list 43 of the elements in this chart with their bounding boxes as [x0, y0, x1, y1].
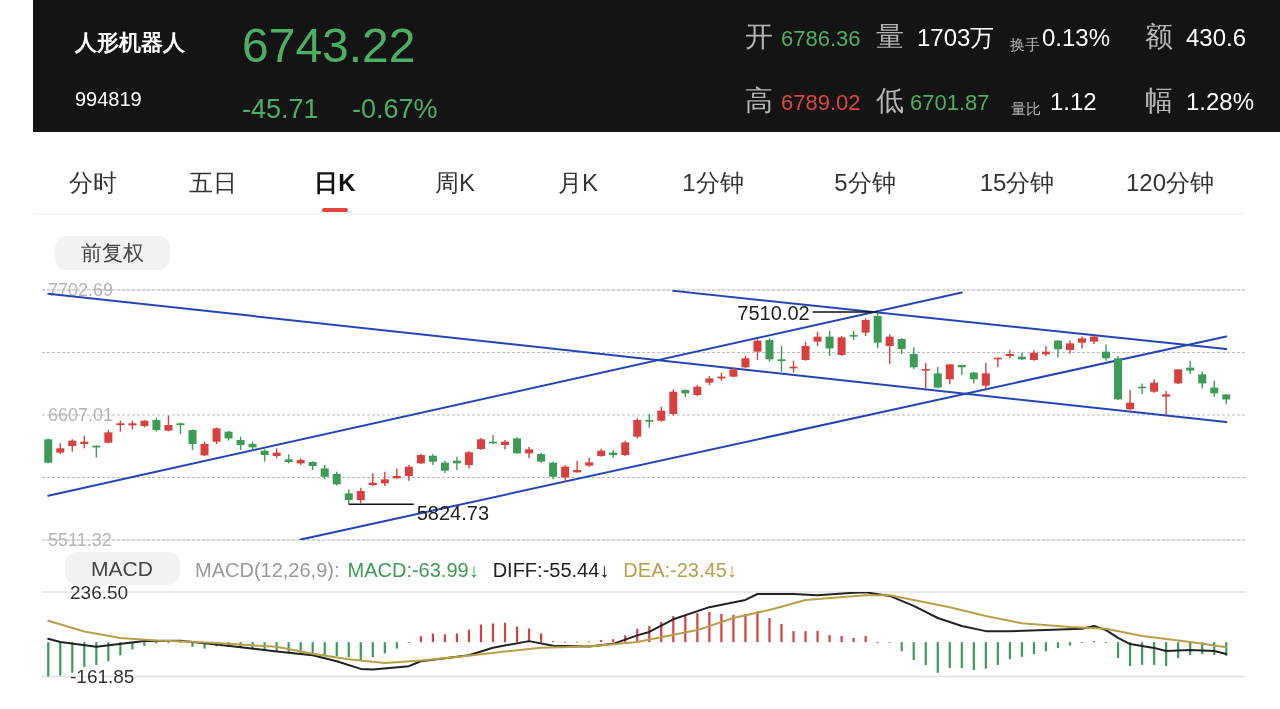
text: 幅 — [1145, 85, 1173, 116]
text: 994819 — [75, 88, 142, 110]
text: -45.71 — [242, 94, 319, 124]
text: 开 — [745, 21, 773, 52]
text: 1.12 — [1050, 88, 1097, 115]
text: 1.28% — [1186, 88, 1255, 115]
text: 分时 — [69, 169, 117, 196]
text: 1703万 — [917, 24, 995, 51]
text: 5分钟 — [834, 169, 896, 196]
chart-title: MACD — [91, 557, 153, 580]
text: 6789.02 — [781, 90, 861, 115]
text: MACD:-63.99↓ — [347, 559, 479, 581]
text: 月K — [557, 169, 599, 196]
text: 120分钟 — [1125, 169, 1215, 196]
y-tick-label: -161.85 — [70, 666, 135, 687]
y-tick-label: 6607.01 — [48, 405, 114, 425]
text: 量 — [876, 21, 904, 52]
text: 低 — [876, 85, 904, 116]
text: 量比 — [1011, 100, 1041, 117]
text: 高 — [745, 85, 773, 116]
y-tick-label: 236.50 — [70, 581, 129, 603]
annotation: 5824.73 — [416, 502, 490, 525]
text: 1分钟 — [682, 169, 744, 196]
text: MACD(12,26,9): — [195, 559, 340, 581]
series-label: DEA:-23.45↓ — [623, 559, 737, 581]
text: 6701.87 — [910, 90, 990, 115]
text: 15分钟 — [979, 169, 1055, 196]
text: 五日 — [189, 169, 237, 196]
text: 6743.22 — [242, 19, 416, 72]
text: 430.6 — [1186, 24, 1247, 51]
text: 换手 — [1010, 36, 1040, 53]
text: 人形机器人 — [74, 30, 186, 55]
text: 6786.36 — [781, 26, 861, 51]
text: -0.67% — [352, 94, 438, 124]
text: 前复权 — [80, 241, 144, 264]
y-tick-label: 5511.32 — [48, 530, 112, 550]
text: 0.13% — [1042, 24, 1111, 51]
text: 周K — [434, 169, 476, 196]
text: DIFF:-55.44↓ — [492, 559, 610, 581]
annotation: 7510.02 — [737, 301, 810, 324]
y-tick-label: 7702.69 — [48, 280, 114, 300]
text: 额 — [1145, 21, 1173, 52]
text: 日K — [314, 169, 357, 196]
